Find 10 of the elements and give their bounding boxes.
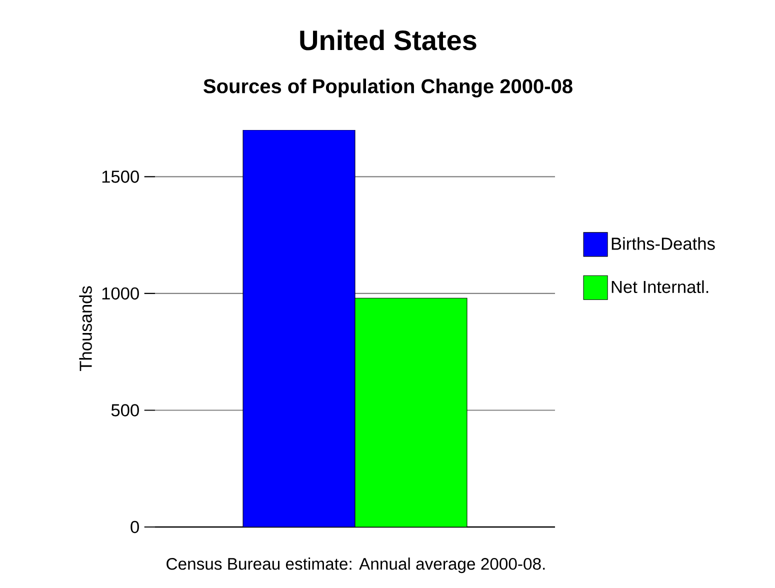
y-tick-label: 1000 [102,287,139,300]
y-tick-label: 0 [130,520,139,534]
text: Census Bureau estimate: Annual average 2000-08. [166,558,545,574]
legend-label: Births-Deaths [612,237,715,250]
chart-title: United States [300,30,476,50]
y-tick-label: 1500 [102,170,139,183]
legend-label: Net Internatl. [612,280,708,294]
y-tick-label: 500 [111,404,139,416]
y-axis-title: Thousands [79,286,92,371]
chart-subtitle: Sources of Population Change 2000-08 [204,78,572,98]
